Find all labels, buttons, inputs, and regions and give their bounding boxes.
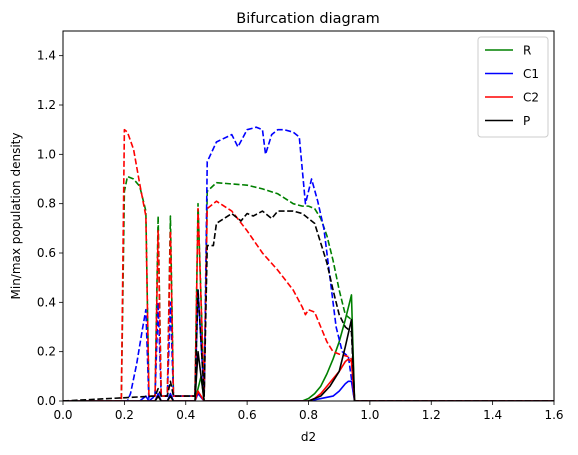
legend-label-r: R: [523, 44, 531, 58]
chart-title: Bifurcation diagram: [236, 11, 379, 27]
x-tick-label: 1.0: [360, 408, 379, 422]
x-tick-label: 1.6: [544, 408, 563, 422]
y-tick-label: 0.6: [37, 246, 56, 260]
x-tick-label: 0.4: [176, 408, 195, 422]
legend-label-c2: C2: [523, 91, 539, 105]
y-axis-label: Min/max population density: [9, 133, 23, 300]
legend-label-p: P: [523, 114, 530, 128]
y-tick-label: 1.0: [37, 147, 56, 161]
y-tick-label: 1.4: [37, 49, 56, 63]
y-tick-label: 0.8: [37, 197, 56, 211]
legend: R C1 C2 P: [478, 37, 548, 137]
x-tick-label: 0.0: [53, 408, 72, 422]
x-tick-label: 0.6: [238, 408, 257, 422]
y-tick-label: 0.4: [37, 295, 56, 309]
y-tick-label: 1.2: [37, 98, 56, 112]
x-tick-label: 1.2: [422, 408, 441, 422]
legend-label-c1: C1: [523, 67, 539, 81]
y-tick-label: 0.0: [37, 394, 56, 408]
x-tick-label: 1.4: [483, 408, 502, 422]
y-tick-label: 0.2: [37, 345, 56, 359]
x-tick-label: 0.8: [299, 408, 318, 422]
x-tick-label: 0.2: [115, 408, 134, 422]
legend-box: [478, 37, 548, 137]
x-axis-label: d2: [301, 430, 316, 444]
